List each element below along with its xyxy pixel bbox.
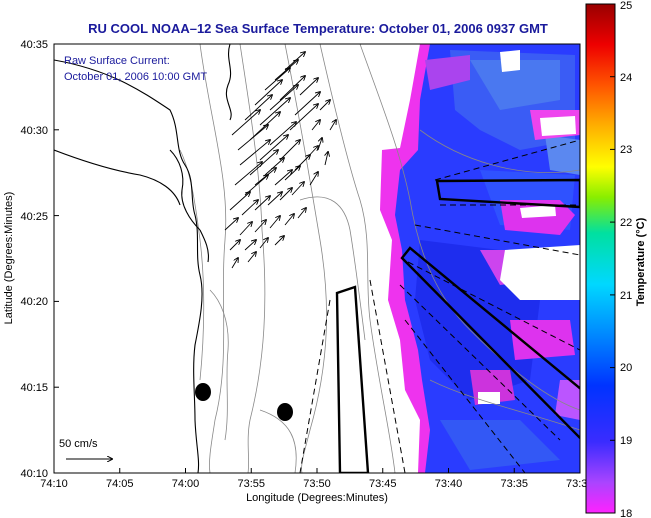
sst-field	[380, 44, 580, 473]
y-tick-label: 40:35	[20, 39, 48, 51]
colorbar-tick-label: 19	[620, 435, 632, 447]
figure-title: RU COOL NOAA–12 Sea Surface Temperature:…	[88, 21, 548, 36]
x-tick-label: 74:00	[172, 478, 200, 490]
radial-dashed-lines	[299, 139, 580, 473]
station-marker	[277, 403, 293, 421]
coastline	[54, 44, 232, 473]
colorbar-label: Temperature (°C)	[635, 217, 647, 306]
colorbar-tick-label: 25	[620, 0, 632, 12]
y-axis-label: Latitude (Degrees:Minutes)	[3, 192, 15, 325]
x-axis-label: Longitude (Degrees:Minutes)	[246, 492, 388, 504]
colorbar-tick-label: 20	[620, 362, 632, 374]
x-tick-label: 73:45	[369, 478, 397, 490]
scale-label: 50 cm/s	[59, 438, 98, 450]
y-tick-label: 40:15	[20, 382, 48, 394]
y-axis: 40:10 40:15 40:20 40:25 40:30 40:35 Lati…	[3, 39, 59, 480]
x-tick-label: 73:50	[303, 478, 331, 490]
x-tick-label: 74:05	[106, 478, 134, 490]
colorbar: 18 19 20 21 22 23 24 25 Temperature (°C)	[585, 0, 647, 518]
region-outlines	[335, 178, 580, 473]
x-axis: 74:10 74:05 74:00 73:55 73:50 73:45 73:4…	[40, 468, 594, 504]
current-label-line2: October 01, 2006 10:00 GMT	[64, 71, 207, 83]
colorbar-tick-label: 22	[620, 217, 632, 229]
colorbar-tick-label: 21	[620, 290, 632, 302]
current-label-line1: Raw Surface Current:	[64, 55, 170, 67]
y-tick-label: 40:25	[20, 211, 48, 223]
bathymetry-contours	[179, 44, 580, 473]
surface-current-vectors	[224, 52, 336, 269]
colorbar-tick-label: 24	[620, 72, 632, 84]
y-tick-label: 40:20	[20, 296, 48, 308]
y-tick-label: 40:30	[20, 125, 48, 137]
x-tick-label: 73:55	[237, 478, 265, 490]
colorbar-tick-label: 23	[620, 144, 632, 156]
x-tick-label: 73:35	[500, 478, 528, 490]
colorbar-tick-label: 18	[620, 508, 632, 518]
station-marker	[195, 383, 211, 401]
x-tick-label: 74:10	[40, 478, 68, 490]
y-tick-label: 40:10	[20, 468, 48, 480]
colorbar-scale	[585, 3, 616, 514]
x-tick-label: 73:40	[435, 478, 463, 490]
map-plot-area	[54, 44, 580, 473]
